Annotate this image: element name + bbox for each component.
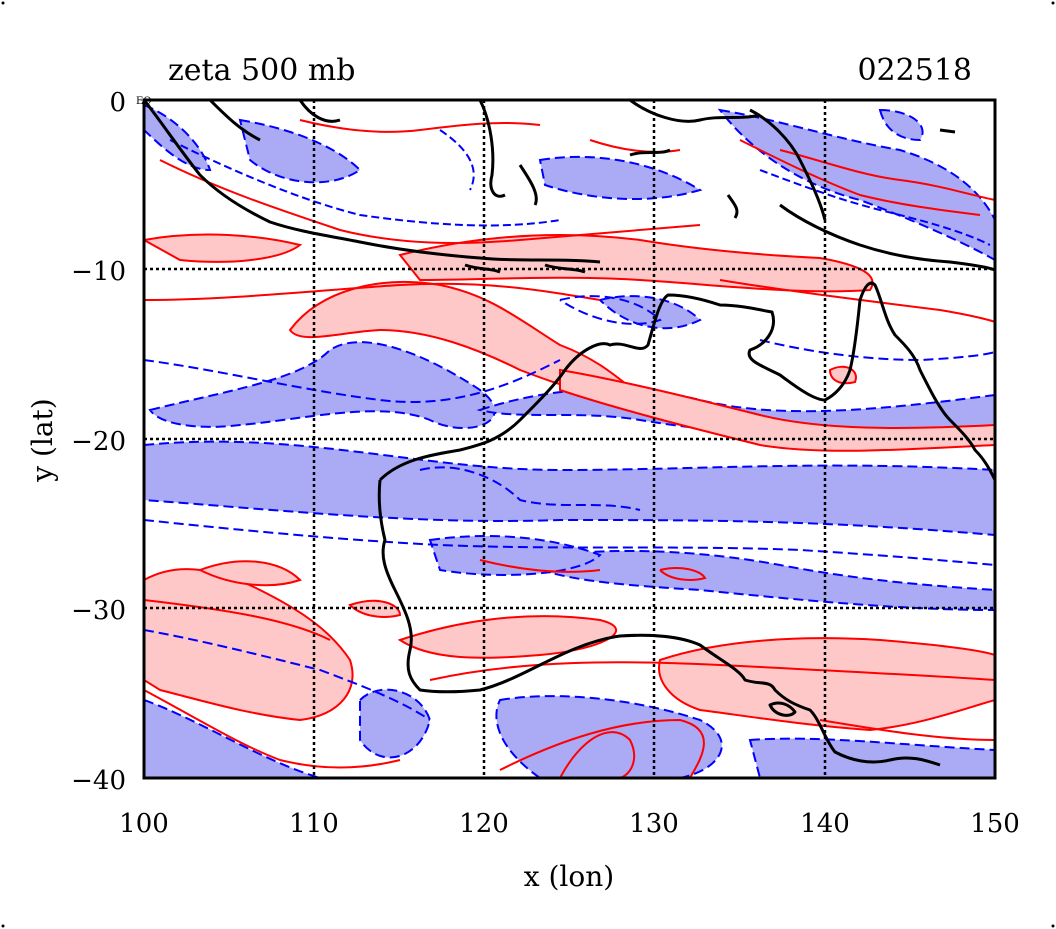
contour-lines (144, 119, 995, 778)
map-date-label: 022518 (857, 53, 972, 88)
map-grid (144, 100, 995, 778)
y-tick-0: 0 (109, 88, 126, 118)
map-title: zeta 500 mb (168, 53, 356, 88)
y-tick-minus30: −30 (71, 596, 126, 626)
x-tick-labels: 100 110 120 130 140 150 (119, 809, 1020, 839)
y-tick-minus20: −20 (71, 427, 126, 457)
x-tick-120: 120 (459, 809, 509, 839)
x-tick-140: 140 (800, 809, 850, 839)
x-tick-100: 100 (119, 809, 169, 839)
y-axis-label: y (lat) (26, 398, 59, 482)
y-tick-minus10: −10 (71, 257, 126, 287)
negative-vorticity-regions (144, 103, 995, 778)
plot-frame (142, 98, 997, 780)
vorticity-field (144, 100, 995, 778)
x-tick-110: 110 (289, 809, 339, 839)
x-tick-130: 130 (629, 809, 679, 839)
x-axis-label: x (lon) (524, 860, 614, 893)
x-tick-150: 150 (970, 809, 1020, 839)
y-tick-labels: 0 −10 −20 −30 −40 (71, 88, 126, 796)
coastlines (144, 100, 995, 767)
equator-label: EQ (136, 96, 152, 107)
y-tick-minus40: −40 (71, 766, 126, 796)
